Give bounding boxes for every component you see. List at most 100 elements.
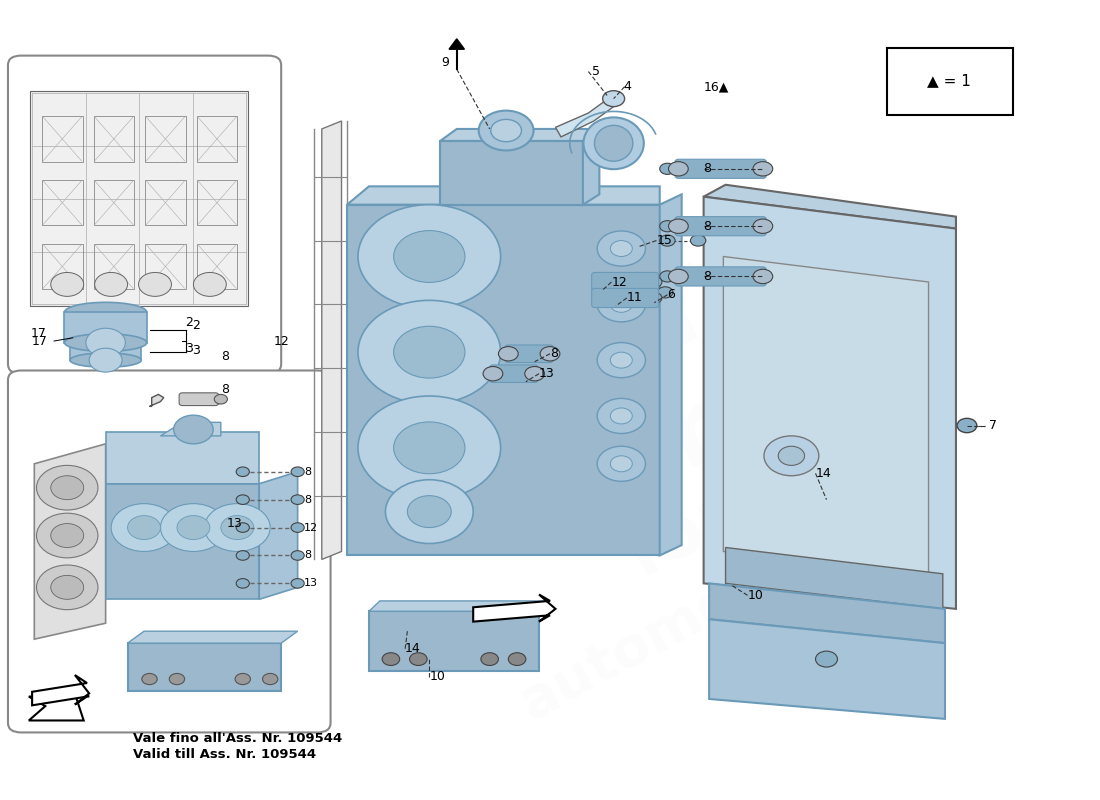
Polygon shape xyxy=(724,257,928,574)
Text: 8: 8 xyxy=(550,347,558,360)
FancyBboxPatch shape xyxy=(675,159,767,178)
Circle shape xyxy=(669,162,689,176)
Text: 2: 2 xyxy=(186,316,194,329)
Text: Valid till Ass. Nr. 109544: Valid till Ass. Nr. 109544 xyxy=(133,748,316,762)
Ellipse shape xyxy=(583,118,643,170)
Circle shape xyxy=(660,163,675,174)
Polygon shape xyxy=(726,547,943,609)
FancyBboxPatch shape xyxy=(70,346,141,360)
Circle shape xyxy=(957,418,977,433)
Text: 2: 2 xyxy=(192,319,200,332)
Circle shape xyxy=(409,653,427,666)
Circle shape xyxy=(292,522,305,532)
Circle shape xyxy=(142,674,157,685)
Polygon shape xyxy=(440,129,600,141)
Circle shape xyxy=(660,235,675,246)
Circle shape xyxy=(51,476,84,500)
Polygon shape xyxy=(710,583,945,643)
Polygon shape xyxy=(150,394,164,406)
Circle shape xyxy=(610,296,632,312)
Text: ▲ = 1: ▲ = 1 xyxy=(927,74,971,89)
Polygon shape xyxy=(440,141,583,205)
Circle shape xyxy=(610,408,632,424)
FancyBboxPatch shape xyxy=(179,393,219,406)
Circle shape xyxy=(764,436,818,476)
Circle shape xyxy=(610,456,632,472)
Circle shape xyxy=(669,270,689,284)
Circle shape xyxy=(407,496,451,527)
Polygon shape xyxy=(106,484,260,599)
Circle shape xyxy=(696,221,712,232)
Polygon shape xyxy=(34,444,106,639)
Polygon shape xyxy=(583,129,600,205)
Circle shape xyxy=(491,119,521,142)
Circle shape xyxy=(358,205,500,308)
Circle shape xyxy=(696,271,712,282)
Text: 8: 8 xyxy=(221,383,229,396)
FancyBboxPatch shape xyxy=(8,56,282,374)
Polygon shape xyxy=(32,675,89,706)
FancyBboxPatch shape xyxy=(675,217,767,236)
Circle shape xyxy=(525,366,544,381)
Circle shape xyxy=(478,110,534,150)
Circle shape xyxy=(647,277,662,287)
Polygon shape xyxy=(710,619,945,719)
Circle shape xyxy=(235,674,251,685)
Polygon shape xyxy=(346,186,660,205)
Polygon shape xyxy=(322,121,341,559)
Polygon shape xyxy=(473,594,556,622)
FancyBboxPatch shape xyxy=(505,345,553,362)
Text: 8: 8 xyxy=(305,494,311,505)
FancyBboxPatch shape xyxy=(30,91,249,306)
Circle shape xyxy=(658,286,673,298)
Circle shape xyxy=(174,415,213,444)
Circle shape xyxy=(111,504,177,551)
Circle shape xyxy=(292,550,305,560)
Text: 13: 13 xyxy=(227,517,242,530)
Circle shape xyxy=(508,653,526,666)
Circle shape xyxy=(36,514,98,558)
Text: 17: 17 xyxy=(31,327,47,340)
Circle shape xyxy=(483,366,503,381)
Text: 4: 4 xyxy=(624,80,631,93)
Circle shape xyxy=(89,348,122,372)
Text: for: for xyxy=(616,479,747,591)
Ellipse shape xyxy=(65,302,146,322)
Text: 15: 15 xyxy=(657,234,672,247)
Circle shape xyxy=(205,504,271,551)
Circle shape xyxy=(139,273,172,296)
Text: 16▲: 16▲ xyxy=(704,80,729,93)
Circle shape xyxy=(597,286,646,322)
FancyBboxPatch shape xyxy=(8,370,331,733)
Circle shape xyxy=(358,300,500,404)
Circle shape xyxy=(603,90,625,106)
Polygon shape xyxy=(660,194,682,555)
Circle shape xyxy=(382,653,399,666)
Circle shape xyxy=(660,271,675,282)
FancyBboxPatch shape xyxy=(490,365,538,382)
Polygon shape xyxy=(260,472,298,599)
Polygon shape xyxy=(368,601,550,611)
Polygon shape xyxy=(161,422,221,436)
Text: 11: 11 xyxy=(627,291,642,305)
Circle shape xyxy=(394,230,465,282)
Polygon shape xyxy=(128,631,298,643)
Text: 12: 12 xyxy=(274,335,289,348)
Circle shape xyxy=(498,346,518,361)
Circle shape xyxy=(86,328,125,357)
Text: 5: 5 xyxy=(592,65,600,78)
Circle shape xyxy=(597,342,646,378)
Circle shape xyxy=(236,522,250,532)
Circle shape xyxy=(95,273,128,296)
Circle shape xyxy=(696,163,712,174)
Polygon shape xyxy=(106,432,260,484)
Circle shape xyxy=(214,394,228,404)
Circle shape xyxy=(194,273,227,296)
Text: 10: 10 xyxy=(429,670,446,683)
Circle shape xyxy=(128,515,161,539)
Circle shape xyxy=(236,467,250,477)
Text: 7: 7 xyxy=(989,419,997,432)
Circle shape xyxy=(236,495,250,505)
Text: 12: 12 xyxy=(612,275,627,289)
Circle shape xyxy=(236,550,250,560)
